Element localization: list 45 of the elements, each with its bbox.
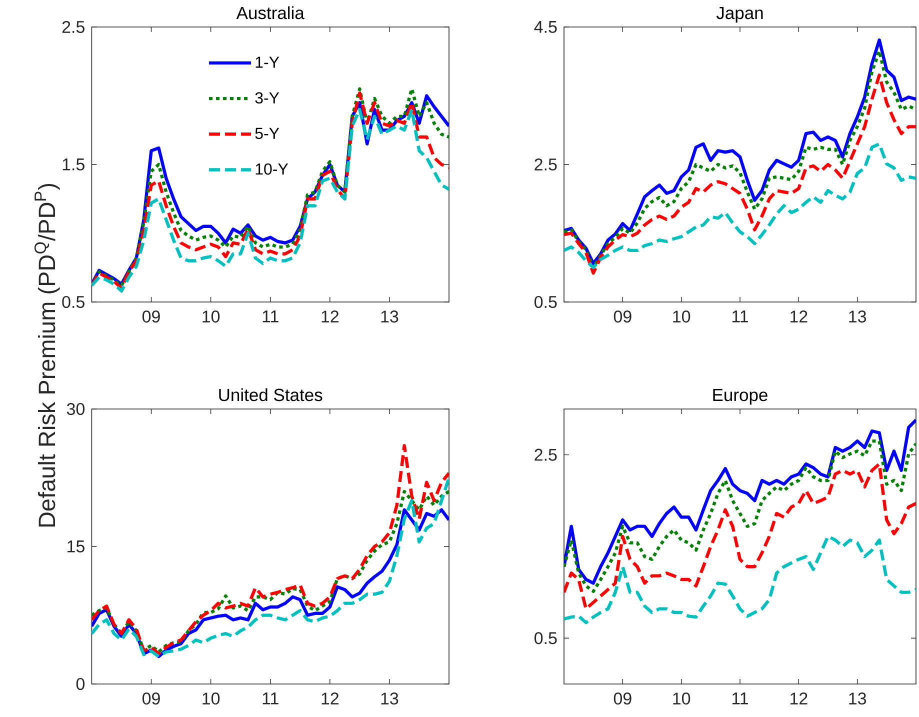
x-tick-label: 11	[732, 692, 748, 704]
legend-label: 1-Y	[256, 56, 280, 68]
y-tick-label: 2.5	[534, 158, 557, 171]
chart-title: Australia	[236, 6, 304, 20]
line-series	[564, 439, 916, 594]
y-tick-label: 1.5	[62, 158, 84, 170]
x-tick-label: 13	[381, 692, 398, 705]
y-tick-label: 2.5	[62, 20, 84, 34]
x-tick-label: 10	[673, 310, 690, 323]
x-tick-label: 13	[849, 310, 866, 323]
x-tick-label: 10	[202, 310, 220, 323]
chart-title: United States	[219, 388, 322, 402]
y-tick-label: 15	[68, 540, 84, 552]
chart-title: Europe	[713, 388, 768, 405]
x-tick-label: 11	[262, 310, 278, 322]
chart-title: Japan	[716, 6, 763, 23]
x-tick-label: 11	[262, 692, 278, 704]
x-tick-label: 09	[142, 692, 160, 705]
x-tick-label: 12	[322, 310, 338, 322]
y-tick-label: 0	[76, 678, 85, 690]
y-tick-label: 4.5	[534, 21, 557, 33]
line-series	[564, 142, 916, 270]
x-tick-label: 09	[614, 310, 632, 323]
legend-label: 10-Y	[256, 163, 288, 175]
y-tick-label: 0.5	[534, 632, 557, 644]
line-series	[92, 444, 449, 656]
y-axis-title: Default Risk Premium (PD$^{Q}$/PD$^{P}$)	[34, 184, 60, 527]
line-series	[564, 462, 916, 610]
x-tick-label: 13	[381, 310, 398, 323]
legend-label: 3-Y	[255, 92, 280, 104]
x-tick-label: 09	[142, 310, 160, 323]
y-tick-label: 0.5	[534, 296, 557, 308]
x-tick-label: 12	[322, 692, 338, 704]
legend-label: 5-Y	[255, 128, 280, 140]
x-tick-label: 10	[202, 692, 220, 705]
line-series	[564, 418, 916, 585]
x-tick-label: 13	[849, 692, 866, 705]
y-tick-label: 2.5	[534, 448, 557, 461]
x-tick-label: 11	[732, 310, 748, 322]
x-tick-label: 12	[790, 310, 808, 322]
x-tick-label: 12	[790, 692, 808, 704]
x-tick-label: 09	[614, 692, 632, 705]
y-tick-label: 0.5	[62, 296, 84, 308]
y-tick-label: 30	[66, 402, 85, 416]
x-tick-label: 10	[673, 692, 690, 705]
